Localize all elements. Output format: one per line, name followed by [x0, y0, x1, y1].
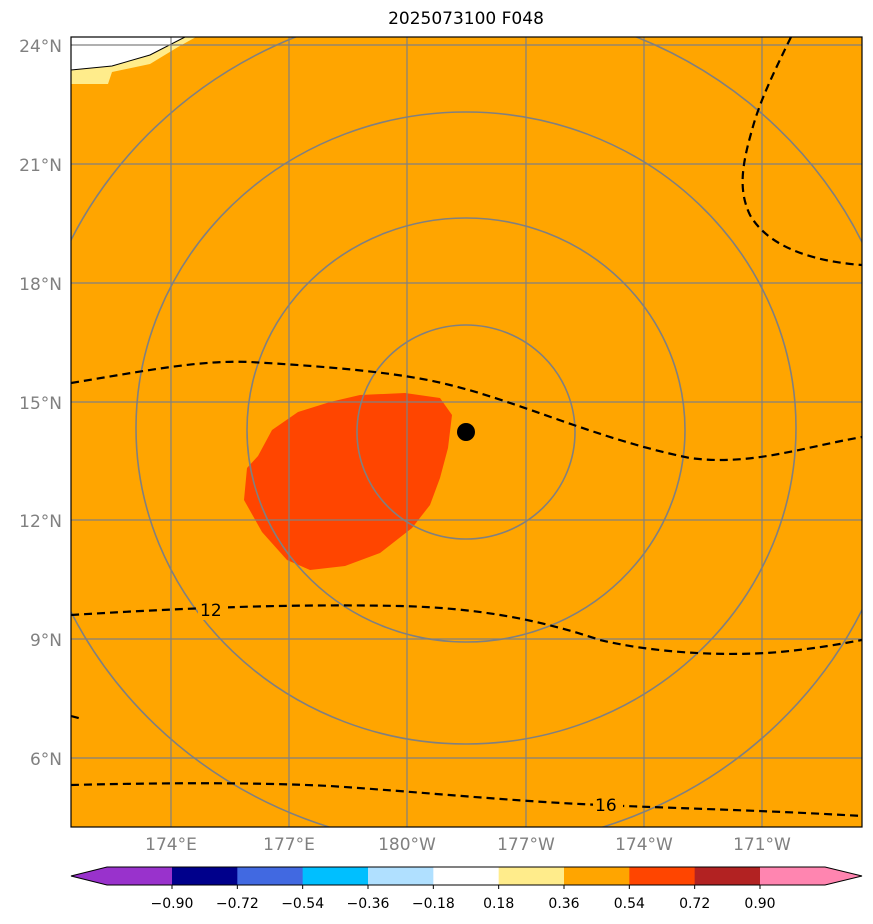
lat-label-21: 21°N — [19, 156, 62, 176]
colorbar-tick-label: 0.18 — [483, 896, 514, 912]
land-white-lower — [71, 72, 112, 84]
colorbar-tick-label: −0.36 — [347, 896, 390, 912]
colorbar-segment — [694, 867, 761, 885]
coastline — [71, 37, 186, 71]
lon-label-174w: 174°W — [615, 835, 673, 855]
contour-label-12: 12 — [200, 601, 222, 621]
lat-labels: 24°N 21°N 18°N 15°N 12°N 9°N 6°N — [19, 37, 62, 770]
lon-label-174e: 174°E — [145, 835, 197, 855]
contour-line-upper — [71, 360, 862, 462]
lat-label-18: 18°N — [19, 275, 62, 295]
colorbar-segment — [760, 867, 862, 885]
lon-label-171w: 171°W — [733, 835, 791, 855]
contours — [71, 37, 862, 818]
lat-label-15: 15°N — [19, 394, 62, 414]
colorbar-segment — [302, 867, 369, 885]
colorbar-tick-label: −0.18 — [412, 896, 455, 912]
storm-center-marker — [457, 423, 475, 441]
lat-label-12: 12°N — [19, 512, 62, 532]
lon-label-177e: 177°E — [263, 835, 315, 855]
colorbar-segment — [237, 867, 304, 885]
colorbar: −0.90 −0.72 −0.54 −0.36 −0.18 0.18 0.36 0.54 0.7… — [70, 866, 863, 912]
colorbar-tick-label: −0.90 — [151, 896, 194, 912]
lon-label-180w: 180°W — [378, 835, 436, 855]
colorbar-tick-label: 0.72 — [679, 896, 710, 912]
contour-label-16: 16 — [595, 796, 617, 816]
range-ring-3 — [135, 111, 797, 745]
lat-label-6: 6°N — [30, 750, 62, 770]
range-ring-2 — [246, 217, 686, 643]
colorbar-tick-label: 0.54 — [614, 896, 645, 912]
lat-label-9: 9°N — [30, 631, 62, 651]
colorbar-tick-label: −0.72 — [216, 896, 259, 912]
gridlines — [71, 37, 862, 827]
contour-line-ne — [741, 37, 862, 267]
colorbar-segment — [629, 867, 696, 885]
lon-labels: 174°E 177°E 180°W 177°W 174°W 171°W — [145, 835, 791, 855]
colorbar-segment — [564, 867, 630, 885]
colorbar-segment — [498, 867, 565, 885]
colorbar-tick-label: 0.36 — [548, 896, 579, 912]
map-title: 2025073100 F048 — [388, 9, 544, 29]
range-rings — [71, 37, 862, 827]
map-frame — [70, 36, 863, 828]
anomaly-region — [244, 393, 452, 570]
colorbar-segment — [172, 867, 238, 885]
colorbar-tick-label: −0.54 — [281, 896, 324, 912]
colorbar-segment — [368, 867, 434, 885]
contour-line-stub — [71, 714, 83, 721]
colorbar-segment — [71, 867, 172, 885]
lat-label-24: 24°N — [19, 37, 62, 57]
contour-line-12 — [71, 604, 862, 656]
colorbar-tick-label: 0.90 — [744, 896, 775, 912]
colorbar-segment — [433, 867, 500, 885]
range-ring-1 — [356, 324, 576, 540]
colorbar-outline — [70, 866, 863, 886]
lon-label-177w: 177°W — [497, 835, 555, 855]
